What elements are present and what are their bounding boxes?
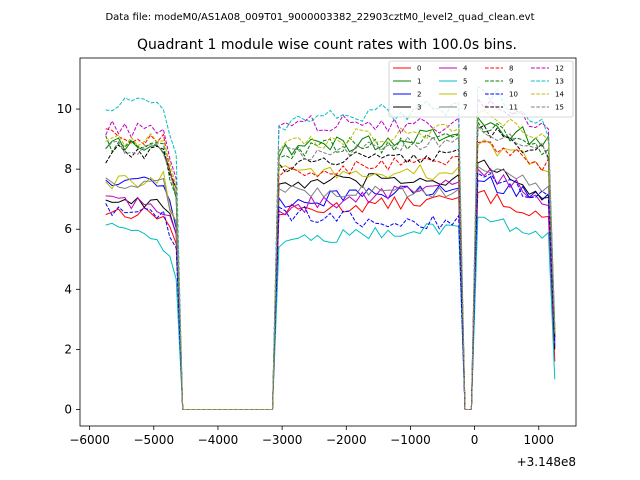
legend-label: 7	[463, 104, 467, 112]
x-axis: −6000 −5000 −4000 −3000 −2000 −1000 0 1000	[69, 426, 554, 447]
series-line-9	[105, 120, 556, 410]
legend-label: 13	[555, 78, 564, 86]
legend-label: 2	[417, 91, 421, 99]
series-layer	[105, 85, 556, 410]
plot-frame	[79, 57, 577, 427]
x-tick-label: −1000	[390, 433, 431, 447]
legend-label: 14	[555, 91, 564, 99]
legend-label: 11	[509, 104, 518, 112]
y-tick-label: 0	[64, 402, 72, 416]
series-line-8	[105, 128, 556, 410]
legend-label: 9	[509, 78, 513, 86]
legend-label: 5	[463, 78, 467, 86]
y-tick-label: 10	[57, 102, 72, 116]
legend-label: 8	[509, 65, 513, 73]
legend-label: 4	[463, 65, 468, 73]
x-offset-text: +3.148e8	[517, 455, 576, 469]
x-tick-label: −4000	[198, 433, 239, 447]
x-tick-label: 1000	[524, 433, 555, 447]
legend-box	[388, 60, 574, 118]
series-line-15	[105, 124, 556, 410]
x-tick-label: −5000	[133, 433, 174, 447]
legend-label: 3	[417, 104, 421, 112]
legend-label: 6	[463, 91, 468, 99]
series-line-10	[105, 172, 556, 410]
x-tick-label: 0	[471, 433, 479, 447]
y-tick-label: 6	[64, 222, 72, 236]
y-tick-label: 8	[64, 162, 72, 176]
y-axis: 0 2 4 6 8 10	[57, 102, 80, 416]
legend-label: 15	[555, 104, 564, 112]
x-tick-label: −3000	[262, 433, 303, 447]
legend-label: 12	[555, 65, 564, 73]
y-tick-label: 4	[64, 282, 72, 296]
suptitle: Data file: modeM0/AS1A08_009T01_90000033…	[105, 12, 534, 23]
x-tick-label: −6000	[69, 433, 110, 447]
chart-title: Quadrant 1 module wise count rates with …	[137, 37, 517, 53]
legend-label: 1	[417, 78, 421, 86]
x-tick-label: −2000	[326, 433, 367, 447]
legend-label: 0	[417, 65, 421, 73]
y-tick-label: 2	[64, 342, 72, 356]
legend-label: 10	[509, 91, 518, 99]
